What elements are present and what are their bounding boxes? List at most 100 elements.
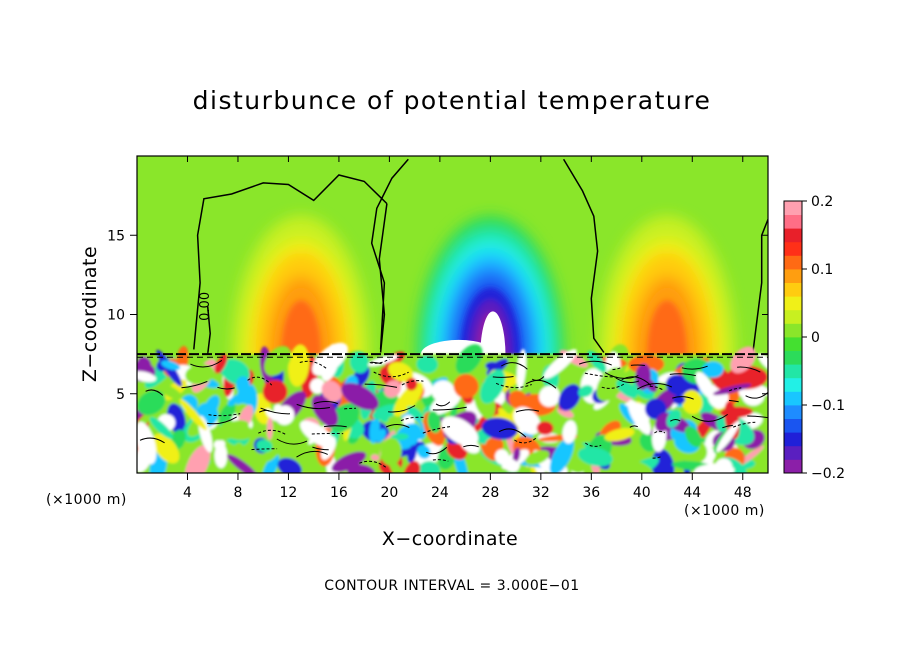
colorbar-swatch	[784, 241, 802, 256]
turbulent-blob	[384, 380, 402, 398]
contour-line-1	[193, 174, 388, 350]
turbulent-blob	[427, 410, 441, 434]
swirl-contour	[364, 383, 398, 388]
turbulent-blob	[388, 458, 407, 473]
x-axis-label: X−coordinate	[381, 528, 519, 550]
swirl-contour	[208, 413, 241, 417]
turbulent-blob	[665, 374, 690, 396]
turbulent-blob	[539, 385, 560, 407]
turbulent-blob	[407, 406, 424, 421]
swirl-contour	[251, 448, 278, 451]
swirl-contour	[435, 401, 451, 407]
turbulent-blob	[702, 361, 724, 378]
turbulent-blob	[549, 437, 574, 473]
turbulent-blob	[596, 367, 626, 402]
x-unit-label-left: (×1000 m)	[46, 492, 127, 508]
turbulent-blob	[616, 379, 638, 399]
turbulent-blob	[578, 385, 594, 398]
x-tick-label: 40	[633, 485, 651, 501]
colorbar-swatch	[784, 309, 802, 324]
swirl-contour	[654, 430, 666, 434]
swirl-contour	[299, 360, 327, 369]
turbulent-blob	[617, 459, 654, 473]
swirl-contour	[584, 372, 617, 378]
contour-line-6	[206, 306, 211, 355]
turbulent-blob	[161, 360, 181, 371]
turbulent-blob	[430, 390, 462, 415]
swirl-contour	[531, 376, 545, 381]
turbulent-blob	[214, 353, 228, 374]
swirl-contour	[190, 359, 223, 368]
y-axis-label: Z−coordinate	[79, 245, 101, 383]
colorbar-tick-label: −0.2	[811, 466, 845, 482]
turbulent-blob	[261, 454, 280, 473]
colorbar-swatch	[784, 432, 802, 447]
swirl-contour	[432, 459, 449, 462]
swirl-contour	[578, 360, 612, 366]
swirl-contour	[369, 358, 390, 364]
turbulent-blob	[455, 344, 483, 375]
turbulent-blob	[503, 458, 520, 473]
turbulent-contours	[139, 358, 768, 469]
turbulent-blob	[416, 355, 438, 374]
turbulent-blob	[716, 420, 740, 453]
x-tick-label: 24	[431, 485, 449, 501]
swirl-contour	[181, 380, 208, 389]
x-tick-label: 48	[734, 485, 752, 501]
turbulent-blob	[149, 416, 174, 440]
swirl-contour	[669, 373, 697, 377]
turbulent-blob	[543, 349, 577, 379]
turbulent-blob	[312, 342, 348, 376]
x-tick-label: 44	[683, 485, 701, 501]
turbulent-blob	[214, 443, 228, 469]
swirl-contour	[681, 365, 708, 370]
turbulent-blob	[405, 377, 418, 391]
turbulent-blob	[372, 404, 401, 420]
swirl-contour	[621, 376, 652, 386]
colorbar-swatch	[784, 459, 802, 474]
turbulent-blob	[157, 383, 183, 401]
colorbar-swatch	[784, 418, 802, 433]
swirl-contour	[601, 382, 626, 389]
swirl-contour	[388, 405, 416, 413]
swirl-contour	[732, 421, 756, 428]
swirl-contour	[670, 419, 681, 422]
turbulent-blob	[695, 371, 715, 399]
turbulent-blob	[266, 417, 274, 440]
swirl-contour	[425, 446, 448, 455]
colorbar-swatch	[784, 296, 802, 311]
x-tick-label: 20	[380, 485, 398, 501]
turbulent-blob	[331, 451, 367, 473]
turbulent-blob	[485, 437, 504, 454]
swirl-contour	[145, 389, 164, 396]
turbulent-blob	[277, 457, 302, 473]
x-tick-label: 8	[233, 485, 242, 501]
swirl-contour	[359, 460, 388, 469]
turbulent-blob	[666, 409, 681, 428]
swirl-contour	[501, 362, 528, 370]
swirl-contour	[629, 425, 639, 428]
swirl-contour	[371, 361, 382, 365]
plot-area: 0.00	[137, 156, 768, 473]
swirl-contour	[432, 406, 467, 411]
turbulent-blob	[370, 454, 380, 461]
swirl-contour	[312, 446, 329, 451]
colorbar-tick-label: 0.2	[811, 194, 833, 210]
turbulent-blob	[380, 437, 402, 466]
swirl-contour	[385, 424, 410, 429]
turbulent-blob	[752, 385, 768, 396]
turbulent-layer	[137, 342, 768, 473]
colorbar-swatch	[784, 228, 802, 243]
turbulent-blob	[309, 378, 326, 394]
x-tick-label: 12	[280, 485, 298, 501]
swirl-contour	[259, 409, 270, 413]
swirl-contour	[492, 376, 514, 378]
turbulent-blob	[267, 442, 285, 462]
swirl-contour	[636, 383, 673, 390]
turbulent-blob	[236, 376, 251, 394]
x-tick-label: 32	[532, 485, 550, 501]
turbulent-blob	[204, 395, 220, 416]
turbulent-blob	[525, 450, 550, 466]
x-tick-label: 36	[582, 485, 600, 501]
